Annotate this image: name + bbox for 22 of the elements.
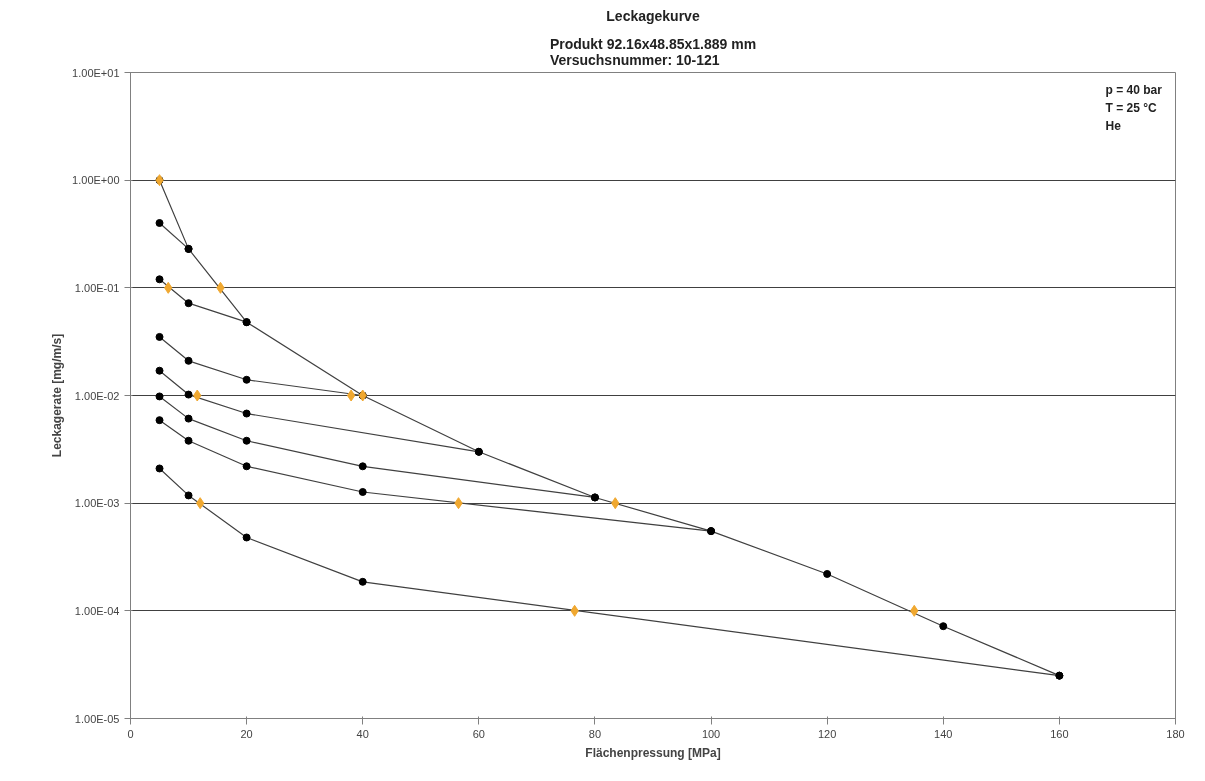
y-tick-label: 1.00E-04: [74, 604, 120, 617]
y-tick-label: 1.00E-01: [74, 281, 120, 294]
y-tick-label: 1.00E-05: [74, 712, 120, 725]
y-axis-title: Leckagerate [mg/m/s]: [50, 333, 65, 458]
x-tick-label: 60: [472, 727, 485, 740]
x-tick-label: 40: [356, 727, 369, 740]
x-tick-label: 140: [934, 727, 953, 740]
annotation: p = 40 bar T = 25 °C He: [1105, 82, 1163, 133]
y-tick-label: 1.00E+01: [72, 66, 120, 79]
y-tick-label: 1.00E-02: [74, 389, 120, 402]
x-tick-label: 80: [588, 727, 602, 740]
y-tick-label: 1.00E-03: [74, 497, 120, 510]
x-tick-label: 180: [1166, 727, 1185, 740]
x-tick-label: 120: [817, 727, 837, 740]
chart-subtitle: Produkt 92.16x48.85x1.889 mm Versuchsnummer: 10-121: [549, 35, 757, 68]
chart-title: Leckagekurve: [606, 7, 700, 24]
x-tick-label: 160: [1050, 727, 1069, 740]
x-tick-label: 20: [240, 727, 253, 740]
x-axis-title: Flächenpressung [MPa]: [585, 745, 721, 760]
x-tick-label: 0: [127, 727, 134, 740]
y-tick-label: 1.00E+00: [72, 174, 120, 187]
x-tick-label: 100: [701, 727, 721, 740]
